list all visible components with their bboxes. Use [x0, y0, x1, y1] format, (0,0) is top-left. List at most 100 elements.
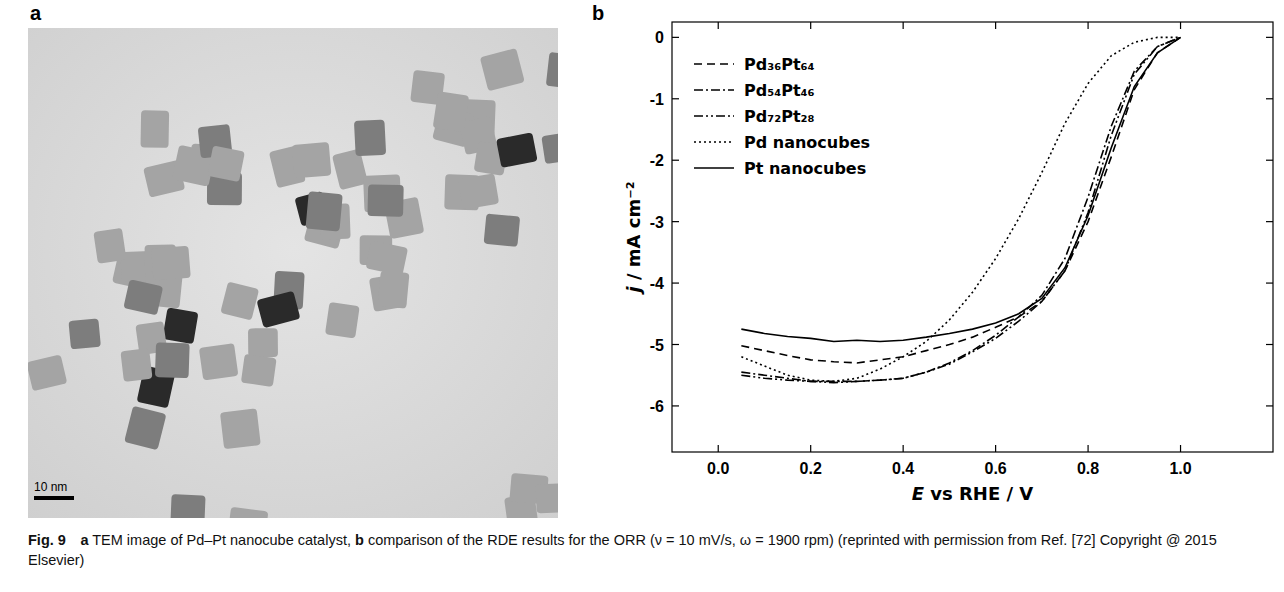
y-tick-label: -5: [650, 337, 664, 354]
nanocube: [366, 240, 409, 275]
nanocube: [292, 142, 332, 179]
x-tick-label: 0.0: [707, 460, 729, 477]
series-line: [741, 37, 1180, 381]
chart: 0.00.20.40.60.81.0-6-5-4-3-2-10E vs RHE …: [623, 22, 1273, 504]
nanocube: [536, 483, 558, 513]
x-tick: [903, 445, 904, 452]
x-tick: [903, 22, 904, 29]
x-tick-label: 1.0: [1169, 460, 1191, 477]
legend: Pd₃₆Pt₆₄Pd₅₄Pt₄₆Pd₇₂Pt₂₈Pd nanocubesPt n…: [694, 55, 870, 178]
legend-label: Pd nanocubes: [744, 133, 870, 152]
y-tick: [1266, 221, 1273, 222]
x-tick: [995, 445, 996, 452]
nanocube: [68, 318, 100, 349]
nanocube: [378, 270, 410, 308]
nanocube: [123, 279, 163, 315]
legend-swatch: [694, 141, 734, 143]
x-tick: [1087, 22, 1088, 29]
y-tick-label: -4: [650, 275, 664, 292]
legend-label: Pd₇₂Pt₂₈: [744, 107, 815, 126]
scale-bar: [34, 496, 74, 500]
x-tick: [1087, 445, 1088, 452]
y-tick-label: -2: [650, 152, 664, 169]
nanocube: [433, 91, 470, 132]
y-tick: [672, 344, 679, 345]
legend-label: Pt nanocubes: [744, 159, 866, 178]
nanocube: [162, 307, 198, 344]
plot-frame: [672, 22, 1273, 452]
series-line: [741, 37, 1180, 381]
nanocube: [248, 328, 278, 357]
y-tick: [1266, 160, 1273, 161]
y-tick: [672, 405, 679, 406]
nanocube: [120, 348, 152, 382]
caption-label: Fig. 9: [28, 532, 66, 548]
caption-letter: a: [80, 532, 88, 548]
nanocube: [155, 342, 190, 378]
x-tick: [810, 445, 811, 452]
nanocube: [305, 191, 342, 231]
nanocube: [354, 119, 386, 156]
nanocube: [367, 184, 403, 216]
y-tick: [672, 98, 679, 99]
y-tick: [1266, 37, 1273, 38]
nanocube: [28, 354, 67, 391]
lines: [741, 37, 1180, 382]
caption-letter: b: [355, 532, 364, 548]
nanocube: [546, 52, 558, 90]
y-tick: [1266, 98, 1273, 99]
axis-title-part: vs RHE / V: [924, 483, 1033, 504]
series-line: [741, 37, 1180, 363]
caption-text: TEM image of Pd–Pt nanocube catalyst,: [92, 532, 351, 548]
x-tick-label: 0.2: [800, 460, 822, 477]
y-tick-label: 0: [655, 29, 664, 46]
series-line: [741, 37, 1180, 382]
caption: Fig. 9 a TEM image of Pd–Pt nanocube cat…: [28, 530, 1258, 570]
panel-letter: a: [30, 2, 42, 24]
y-tick: [672, 37, 679, 38]
axis-title-part: E: [912, 483, 925, 504]
series-line: [741, 37, 1180, 341]
nanocube: [541, 131, 558, 164]
tem-image: 10 nm: [26, 28, 585, 528]
nanocube: [220, 282, 259, 321]
y-tick: [672, 221, 679, 222]
tem-background: [28, 28, 558, 518]
legend-swatch: [694, 63, 734, 65]
panel-letter: b: [592, 2, 604, 24]
nanocube: [199, 343, 239, 380]
nanocube: [325, 302, 360, 339]
legend-label: Pd₃₆Pt₆₄: [744, 55, 815, 74]
y-tick: [1266, 282, 1273, 283]
x-tick: [718, 22, 719, 29]
y-tick-label: -3: [650, 214, 664, 231]
scale-bar-label: 10 nm: [34, 480, 67, 494]
nanocubes: [28, 48, 558, 518]
legend-swatch: [694, 89, 734, 91]
y-tick-label: -6: [650, 398, 664, 415]
y-tick: [672, 160, 679, 161]
x-tick: [1180, 22, 1181, 29]
nanocube: [480, 48, 525, 91]
x-tick: [995, 22, 996, 29]
x-tick-label: 0.4: [892, 460, 914, 477]
y-tick: [672, 282, 679, 283]
nanocube: [241, 354, 277, 387]
nanocube: [458, 173, 499, 209]
legend-swatch: [694, 167, 734, 169]
x-tick: [810, 22, 811, 29]
y-tick-label: -1: [650, 91, 664, 108]
y-tick: [1266, 344, 1273, 345]
y-tick: [1266, 405, 1273, 406]
nanocube: [93, 228, 126, 264]
nanocube: [124, 406, 166, 450]
nanocube: [170, 494, 205, 518]
nanocube: [227, 507, 268, 518]
axis-title: E vs RHE / V: [912, 483, 1034, 504]
nanocube: [484, 213, 521, 246]
nanocube: [151, 246, 191, 281]
legend-swatch: [694, 115, 734, 117]
x-tick: [718, 445, 719, 452]
axis-title-part: / mA cm⁻²: [623, 181, 644, 286]
nanocube: [256, 291, 300, 328]
